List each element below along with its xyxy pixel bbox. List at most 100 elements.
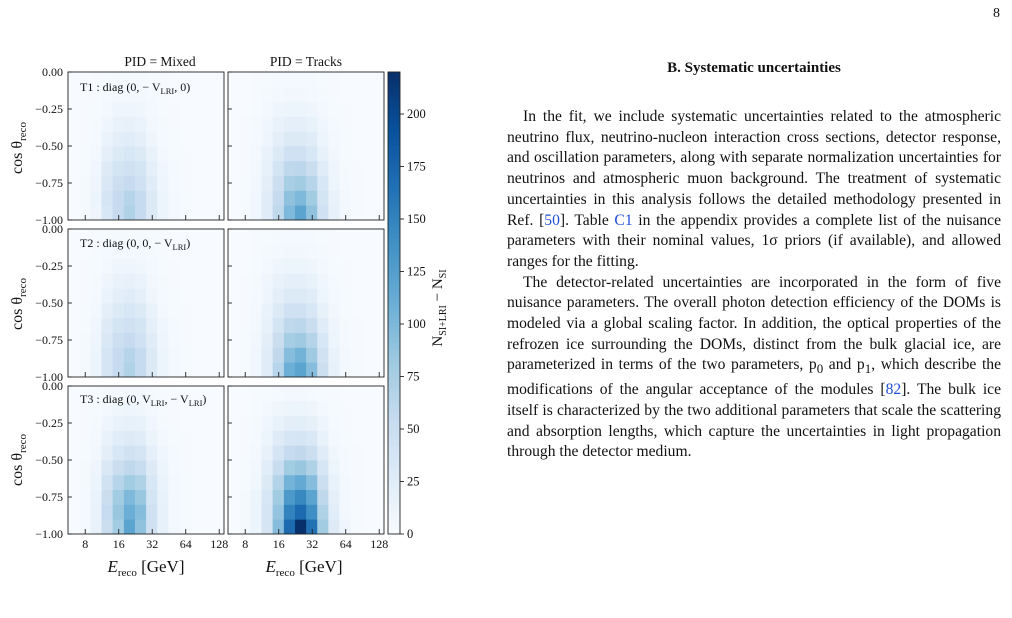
heatmap-cell — [123, 273, 136, 289]
heatmap-cell — [146, 474, 158, 490]
heatmap-cell — [272, 504, 285, 520]
heatmap-cell — [339, 101, 352, 117]
heatmap-cell — [339, 332, 352, 348]
heatmap-cell — [146, 243, 158, 259]
colorbar-segment — [388, 233, 400, 239]
heatmap-cell — [179, 175, 192, 191]
paragraph-detector-uncertainties: The detector-related uncertainties are i… — [507, 273, 1002, 461]
colorbar-segment — [388, 499, 400, 504]
heatmap-cell — [228, 258, 240, 274]
heatmap-cell — [134, 386, 147, 402]
colorbar-segment — [388, 164, 400, 169]
heatmap-panel-row1-tracks — [227, 71, 385, 221]
heatmap-cell — [90, 317, 102, 333]
heatmap-cell — [261, 317, 274, 333]
colorbar-segment — [388, 222, 400, 227]
heatmap-cell — [306, 519, 318, 535]
heatmap-cell — [272, 288, 285, 304]
colorbar-segment — [388, 199, 400, 204]
heatmap-cell — [134, 116, 147, 132]
heatmap-cell — [372, 489, 385, 505]
heatmap-cell — [68, 273, 80, 289]
heatmap-cell — [228, 386, 240, 402]
heatmap-cell — [201, 205, 214, 221]
colorbar-tick-label: 175 — [407, 160, 426, 174]
heatmap-cell — [272, 489, 285, 505]
heatmap-cell — [68, 430, 80, 446]
heatmap-cell — [134, 303, 147, 319]
heatmap-cell — [339, 400, 352, 416]
heatmap-cell — [146, 229, 158, 245]
heatmap-cell — [190, 303, 203, 319]
heatmap-cell — [212, 131, 225, 147]
heatmap-cell — [250, 205, 262, 221]
heatmap-cell — [294, 160, 307, 176]
heatmap-cell — [294, 400, 307, 416]
heatmap-cell — [112, 504, 125, 520]
article-column: B. Systematic uncertainties In the fit, … — [507, 60, 1001, 463]
heatmap-cell — [201, 190, 214, 206]
heatmap-cell — [350, 317, 363, 333]
heatmap-cell — [294, 101, 307, 117]
heatmap-cell — [228, 303, 240, 319]
heatmap-cell — [250, 415, 262, 431]
heatmap-cell — [134, 160, 147, 176]
heatmap-cell — [90, 332, 102, 348]
citation-link-50[interactable]: 50 — [544, 211, 560, 229]
heatmap-cell — [283, 229, 296, 245]
citation-link-82[interactable]: 82 — [885, 381, 902, 399]
heatmap-cell — [168, 386, 180, 402]
heatmap-cell — [317, 258, 329, 274]
heatmap-cell — [168, 131, 180, 147]
heatmap-cell — [190, 362, 203, 378]
heatmap-cell — [328, 460, 340, 476]
heatmap-cell — [372, 205, 385, 221]
heatmap-cell — [123, 131, 136, 147]
heatmap-cell — [157, 504, 169, 520]
heatmap-cell — [317, 116, 329, 132]
heatmap-cell — [328, 445, 340, 461]
heatmap-cell — [361, 303, 374, 319]
heatmap-cell — [339, 258, 352, 274]
x-tick-label: 128 — [370, 537, 388, 551]
heatmap-cell — [190, 460, 203, 476]
heatmap-cell — [306, 101, 318, 117]
heatmap-cell — [250, 519, 262, 535]
heatmap-cell — [361, 258, 374, 274]
colorbar-segment — [388, 172, 400, 177]
y-tick-label: −0.25 — [35, 259, 63, 273]
heatmap-cell — [283, 400, 296, 416]
heatmap-cell — [157, 489, 169, 505]
heatmap-cell — [123, 146, 136, 162]
colorbar-segment — [388, 391, 400, 396]
colorbar-segment — [388, 79, 400, 85]
table-link-c1[interactable]: C1 — [614, 211, 633, 229]
heatmap-cell — [239, 362, 251, 378]
heatmap-cell — [261, 332, 274, 348]
heatmap-cell — [250, 116, 262, 132]
heatmap-cell — [372, 460, 385, 476]
heatmap-cell — [90, 131, 102, 147]
heatmap-cell — [272, 101, 285, 117]
heatmap-cell — [306, 205, 318, 221]
heatmap-cell — [294, 131, 307, 147]
heatmap-cell — [306, 332, 318, 348]
heatmap-cell — [294, 415, 307, 431]
heatmap-cell — [168, 504, 180, 520]
heatmap-cell — [283, 146, 296, 162]
heatmap-cell — [190, 146, 203, 162]
heatmap-cell — [261, 474, 274, 490]
heatmap-cell — [123, 258, 136, 274]
heatmap-cell — [112, 258, 125, 274]
heatmap-cell — [134, 415, 147, 431]
heatmap-cell — [339, 474, 352, 490]
heatmap-cell — [201, 288, 214, 304]
heatmap-cell — [228, 131, 240, 147]
heatmap-cell — [239, 400, 251, 416]
colorbar-tick-label: 200 — [407, 107, 426, 121]
heatmap-cell — [112, 445, 125, 461]
heatmap-cell — [68, 229, 80, 245]
heatmap-cell — [179, 489, 192, 505]
heatmap-cell — [250, 86, 262, 102]
heatmap-cell — [146, 116, 158, 132]
